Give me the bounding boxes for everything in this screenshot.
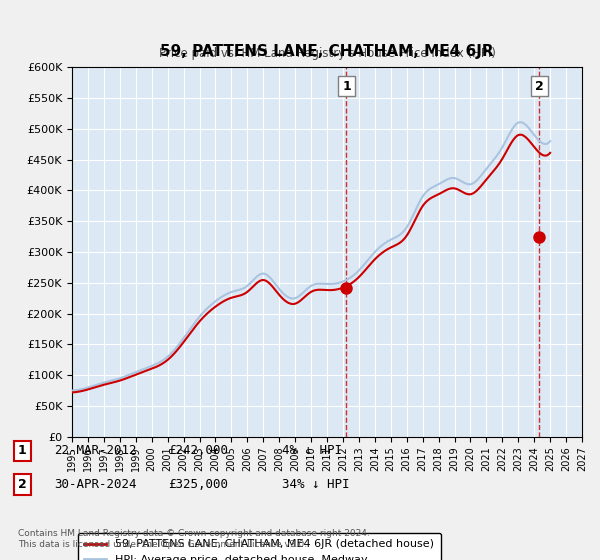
- Text: £242,000: £242,000: [168, 444, 228, 458]
- Text: 34% ↓ HPI: 34% ↓ HPI: [282, 478, 349, 491]
- Text: 2: 2: [18, 478, 27, 491]
- Text: 1: 1: [342, 80, 351, 92]
- Text: Price paid vs. HM Land Registry's House Price Index (HPI): Price paid vs. HM Land Registry's House …: [158, 47, 496, 60]
- Text: £325,000: £325,000: [168, 478, 228, 491]
- Text: Contains HM Land Registry data © Crown copyright and database right 2024.
This d: Contains HM Land Registry data © Crown c…: [18, 529, 370, 549]
- Text: 30-APR-2024: 30-APR-2024: [54, 478, 137, 491]
- Text: 22-MAR-2012: 22-MAR-2012: [54, 444, 137, 458]
- Text: 2: 2: [535, 80, 544, 92]
- Text: 4% ↓ HPI: 4% ↓ HPI: [282, 444, 342, 458]
- Title: 59, PATTENS LANE, CHATHAM, ME4 6JR: 59, PATTENS LANE, CHATHAM, ME4 6JR: [160, 44, 494, 59]
- Text: 1: 1: [18, 444, 27, 458]
- Legend: 59, PATTENS LANE, CHATHAM, ME4 6JR (detached house), HPI: Average price, detache: 59, PATTENS LANE, CHATHAM, ME4 6JR (deta…: [77, 533, 441, 560]
